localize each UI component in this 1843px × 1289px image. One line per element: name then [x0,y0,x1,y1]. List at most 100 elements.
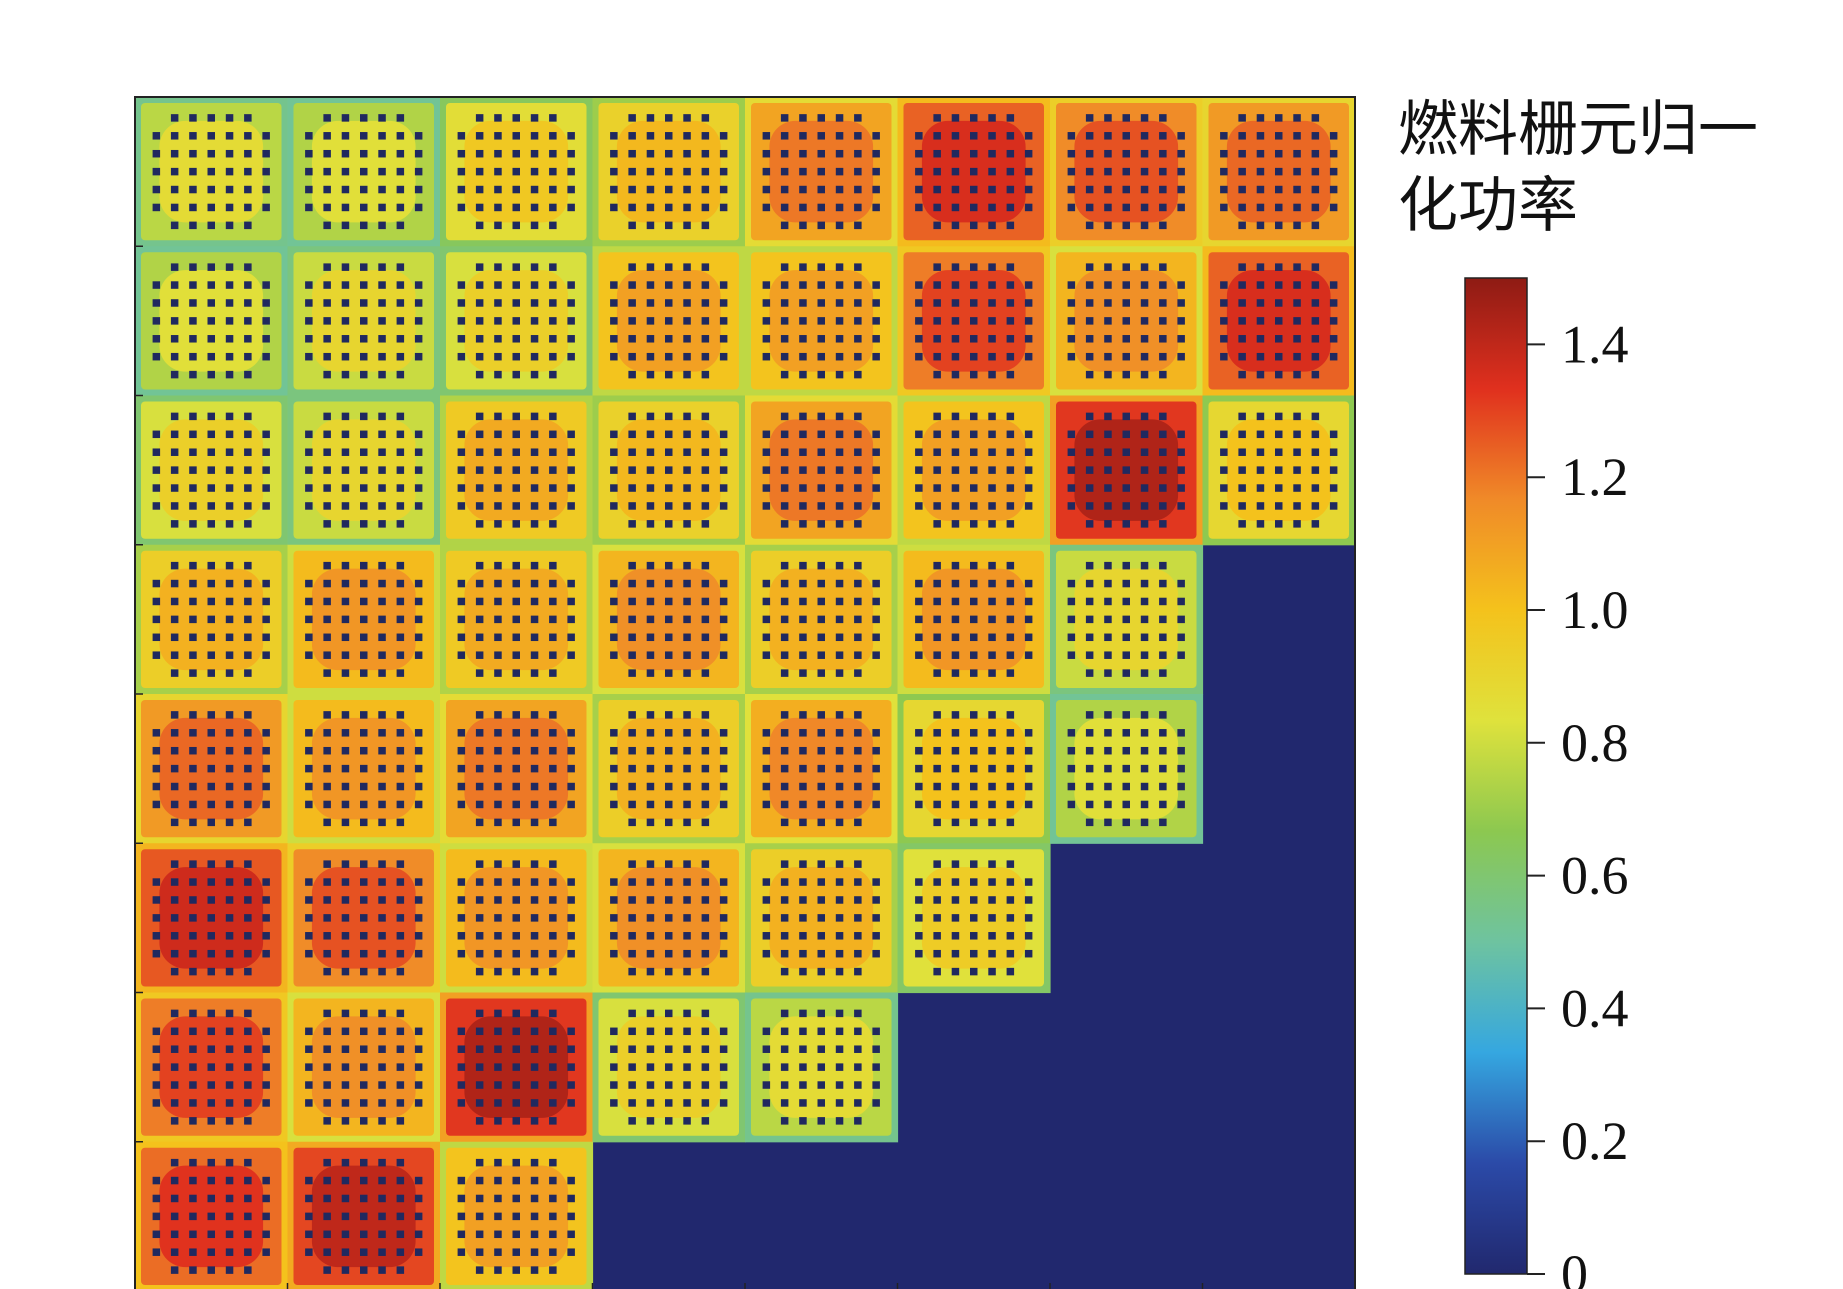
pin-marker [835,221,844,230]
pin-marker [1104,299,1112,307]
assembly-cell [897,395,1051,546]
pin-marker [970,932,978,940]
pin-markers [457,412,575,528]
pin-marker [970,633,978,642]
pin-markers [152,263,270,379]
pin-marker [360,1248,368,1256]
pin-marker [683,370,691,379]
pin-marker [396,914,405,922]
pin-marker [835,729,844,737]
colorbar-ticks: 00.20.40.60.81.01.21.4 [1527,314,1629,1289]
pin-marker [1122,818,1130,827]
pin-marker [1024,800,1033,809]
pin-marker [1085,633,1094,642]
pin-marker [207,1117,215,1125]
pin-marker [207,1266,215,1274]
pin-marker [1085,669,1094,677]
pin-marker [817,729,825,737]
pin-marker [1220,430,1228,439]
pin-marker [854,1099,862,1107]
pin-marker [719,448,728,456]
pin-marker [835,520,844,528]
assembly-cell [440,992,594,1143]
pin-marker [360,597,368,606]
assembly-cell [592,97,746,247]
pin-marker [414,430,423,439]
pin-marker [1006,352,1015,361]
pin-marker [512,448,520,456]
pin-marker [1140,370,1149,379]
pin-marker [1256,335,1265,343]
pin-marker [683,711,691,719]
pin-marker [512,1212,520,1221]
pin-marker [494,1194,502,1203]
pin-marker [225,782,234,791]
pin-marker [988,711,996,719]
pin-marker [244,1248,252,1256]
pin-marker [170,651,179,659]
pin-marker [244,561,252,570]
pin-marker [1085,579,1094,588]
pin-marker [360,430,368,439]
pin-marker [323,896,331,904]
pin-marker [610,466,618,474]
pin-marker [189,746,197,755]
pin-marker [610,317,618,325]
pin-marker [378,149,386,158]
pin-marker [1293,335,1301,343]
pin-marker [567,896,575,904]
pin-marker [665,203,673,212]
pin-marker [414,132,423,140]
pin-marker [457,1248,466,1256]
pin-marker [457,800,466,809]
pin-marker [683,1045,691,1053]
pin-marker [872,149,880,158]
pin-marker [1238,167,1246,176]
pin-marker [951,932,960,940]
pin-marker [549,1194,557,1203]
pin-marker [1177,430,1185,439]
pin-marker [152,317,161,325]
pin-marker [1024,502,1033,510]
pin-marker [1159,263,1167,271]
pin-marker [189,167,197,176]
pin-marker [494,520,502,528]
pin-marker [341,502,350,510]
pin-marker [530,782,539,791]
pin-marker [262,430,270,439]
pin-marker [396,615,405,624]
pin-marker [530,579,539,588]
pin-marker [951,203,960,212]
pin-marker [457,633,466,642]
pin-marker [567,949,575,958]
pin-marker [341,1027,350,1036]
pin-marker [207,520,215,528]
pin-marker [665,317,673,325]
pin-marker [719,800,728,809]
pin-marker [683,669,691,677]
pin-marker [915,914,923,922]
pin-marker [262,949,270,958]
pin-marker [835,669,844,677]
pin-marker [835,896,844,904]
pin-markers [152,711,270,827]
pin-marker [262,132,270,140]
pin-marker [701,281,710,289]
pin-marker [170,1158,179,1167]
pin-marker [1067,335,1076,343]
pin-markers [152,1158,270,1274]
pin-marker [780,466,789,474]
pin-marker [512,633,520,642]
pin-marker [988,448,996,456]
pin-marker [512,597,520,606]
pin-marker [512,860,520,868]
pin-marker [628,597,636,606]
pin-marker [933,782,941,791]
pin-marker [1140,412,1149,421]
pin-marker [475,597,484,606]
pin-marker [701,878,710,886]
pin-marker [549,800,557,809]
pin-marker [475,579,484,588]
pin-marker [414,466,423,474]
pin-marker [780,729,789,737]
